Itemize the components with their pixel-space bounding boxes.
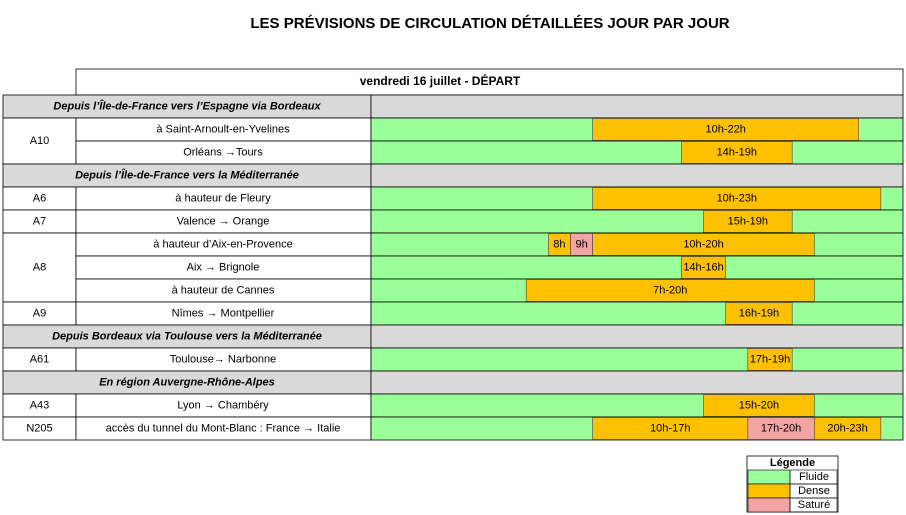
section-title: Depuis l’Île-de-France vers l’Espagne vi… (53, 99, 321, 112)
segment-label: 17h-19h (750, 353, 790, 365)
cell (370, 324, 904, 349)
traffic-segment (703, 394, 815, 417)
legend-label: Saturé (798, 499, 830, 511)
road-name: A7 (33, 215, 46, 227)
segment-label: 10h-20h (683, 238, 723, 250)
road-name: A10 (30, 135, 50, 147)
location: à hauteur de Fleury (175, 192, 271, 204)
cell (75, 68, 904, 96)
section-title: Depuis Bordeaux via Toulouse vers la Méd… (52, 330, 322, 342)
traffic-segment (525, 279, 815, 302)
segment-label: 14h-19h (717, 146, 757, 158)
road-name: A8 (33, 261, 46, 273)
segment-label: 10h-17h (650, 422, 690, 434)
road-name: A61 (30, 353, 50, 365)
segment-label: 7h-20h (653, 284, 687, 296)
segment-label: 8h (553, 238, 565, 250)
cell (2, 232, 77, 303)
traffic-segment (592, 187, 882, 210)
section-title: Depuis l’Île-de-France vers la Méditerra… (75, 168, 299, 181)
cell (370, 393, 904, 418)
traffic-segment (703, 210, 793, 233)
traffic-segment (725, 302, 793, 325)
segment-label: 15h-20h (739, 399, 779, 411)
traffic-segment (681, 141, 793, 164)
legend-label: Dense (798, 485, 830, 497)
location: Toulouse→ Narbonne (170, 353, 276, 365)
table-caption: vendredi 16 juillet - DÉPART (360, 73, 521, 88)
legend-swatch (747, 469, 791, 485)
cell (370, 347, 904, 372)
location: Aix → Brignole (187, 261, 260, 273)
segment-label: 20h-23h (827, 422, 867, 434)
segment-label: 16h-19h (739, 307, 779, 319)
segment-label: 17h-20h (761, 422, 801, 434)
location: accès du tunnel du Mont-Blanc : France →… (106, 422, 341, 434)
traffic-segment (681, 256, 726, 279)
cell (370, 94, 904, 119)
cell (370, 370, 904, 395)
road-name: A6 (33, 192, 46, 204)
legend-swatch (747, 483, 791, 499)
cell (2, 117, 77, 165)
legend-title: Légende (770, 457, 815, 469)
cell (370, 301, 904, 326)
segment-label: 14h-16h (683, 261, 723, 273)
traffic-segment (592, 233, 815, 256)
location: Lyon → Chambéry (177, 399, 269, 411)
cell (370, 255, 904, 280)
traffic-segment (747, 348, 793, 371)
road-name: A43 (30, 399, 50, 411)
traffic-segment (814, 417, 882, 440)
legend-cell (789, 497, 838, 513)
road-name: N205 (26, 422, 52, 434)
location: Orléans →Tours (183, 146, 263, 158)
location: à Saint-Arnoult-en-Yvelines (156, 123, 290, 135)
cell (370, 163, 904, 188)
location: Valence → Orange (177, 215, 270, 227)
section-title: En région Auvergne-Rhône-Alpes (99, 376, 275, 388)
segment-label: 15h-19h (728, 215, 768, 227)
segment-label: 10h-22h (705, 123, 745, 135)
traffic-segment (592, 118, 859, 141)
cell (370, 140, 904, 165)
page-title: LES PRÉVISIONS DE CIRCULATION DÉTAILLÉES… (250, 15, 729, 32)
road-name: A9 (33, 307, 46, 319)
legend-swatch (747, 497, 791, 513)
location: à hauteur d’Aix-en-Provence (153, 238, 292, 250)
segment-label: 10h-23h (717, 192, 757, 204)
legend-label: Fluide (799, 471, 829, 483)
cell (370, 209, 904, 234)
location: à hauteur de Cannes (172, 284, 275, 296)
segment-label: 9h (575, 238, 587, 250)
location: Nîmes → Montpellier (172, 307, 275, 319)
